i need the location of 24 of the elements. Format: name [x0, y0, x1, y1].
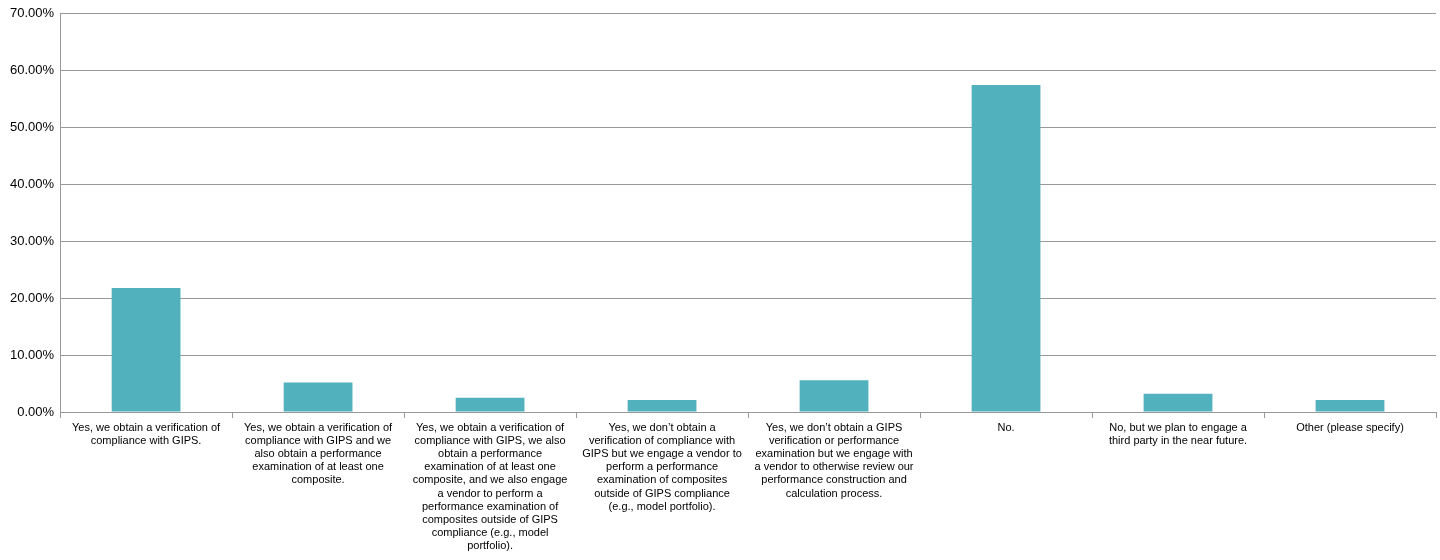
- bar: [799, 380, 869, 412]
- bar: [111, 287, 181, 412]
- x-tick-label: Yes, we obtain a verification of compliance with GIPS and we also obtain a performance examination of at least one composite.: [243, 420, 394, 486]
- bar: [1143, 393, 1213, 412]
- y-tick-label: 50.00%: [10, 119, 55, 135]
- x-tick-label: Yes, we don’t obtain a verification of compliance with GIPS but we engage a vendor to perform a performance examination of composites outside of GIPS compliance (e.g., model portfolio).: [582, 420, 742, 512]
- x-tick-label: No, but we plan to engage a third party in the near future.: [1108, 420, 1248, 446]
- x-tick-label: No.: [997, 420, 1015, 433]
- y-tick-label: 20.00%: [10, 289, 55, 305]
- y-tick-label: 40.00%: [10, 176, 55, 192]
- bar: [1315, 400, 1385, 412]
- bar: [283, 382, 353, 412]
- bar: [455, 397, 525, 412]
- y-tick-label: 60.00%: [10, 62, 55, 78]
- x-tick-label: Yes, we don’t obtain a GIPS verification or performance examination but we engage with a vendor to otherwise review our performance construction and calculation process.: [754, 420, 914, 499]
- bar: [971, 84, 1041, 412]
- category-label: Yes, we obtain a verification of compliance with GIPS, we also obtain a performance examination of at least one composite, and we also engage a vendor to perform a performance examination of composites outside of GIPS compliance (e.g., model portfolio).: [412, 420, 568, 552]
- x-tick-label: Other (please specify): [1296, 420, 1404, 433]
- y-tick-label: 10.00%: [10, 346, 55, 362]
- y-tick-label: 30.00%: [10, 232, 55, 248]
- bar: [627, 400, 697, 412]
- y-tick-label: 0.00%: [17, 403, 55, 419]
- x-tick-label: Yes, we obtain a verification of compliance with GIPS.: [71, 420, 222, 446]
- y-tick-label: 70.00%: [10, 5, 55, 21]
